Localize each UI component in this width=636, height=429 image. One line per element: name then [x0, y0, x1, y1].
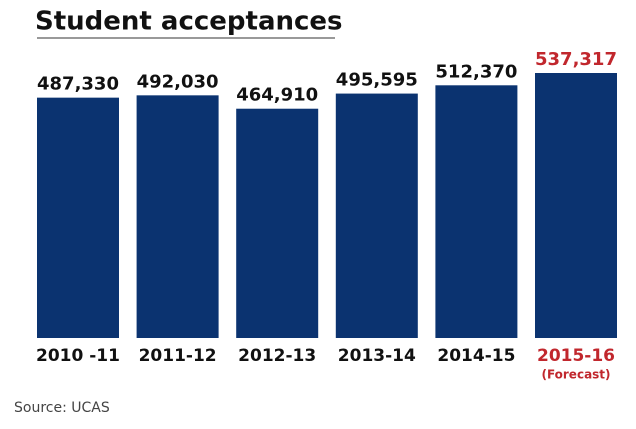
source: Source: UCAS: [14, 400, 110, 416]
bar: [435, 85, 518, 338]
value-label: 487,330: [37, 74, 119, 95]
value-label: 537,317: [535, 49, 617, 70]
x-tick-label: 2013-14: [338, 346, 416, 366]
bar: [335, 93, 418, 338]
bar: [535, 73, 617, 338]
value-label: 492,030: [137, 71, 219, 92]
x-tick-label: 2015-16: [537, 346, 615, 366]
value-label: 464,910: [236, 85, 318, 106]
x-tick-label: 2012-13: [238, 346, 316, 366]
bar: [136, 95, 219, 339]
bar: [236, 108, 319, 338]
x-tick-label: 2011-12: [139, 346, 217, 366]
bar: [37, 97, 119, 339]
value-label: 495,595: [336, 70, 418, 91]
x-tick-label: 2010 -11: [36, 346, 120, 366]
x-tick-label: 2014-15: [437, 346, 515, 366]
annotation: (Forecast): [541, 368, 610, 382]
value-label: 512,370: [435, 61, 517, 82]
chart-title: Student acceptances: [35, 7, 343, 37]
